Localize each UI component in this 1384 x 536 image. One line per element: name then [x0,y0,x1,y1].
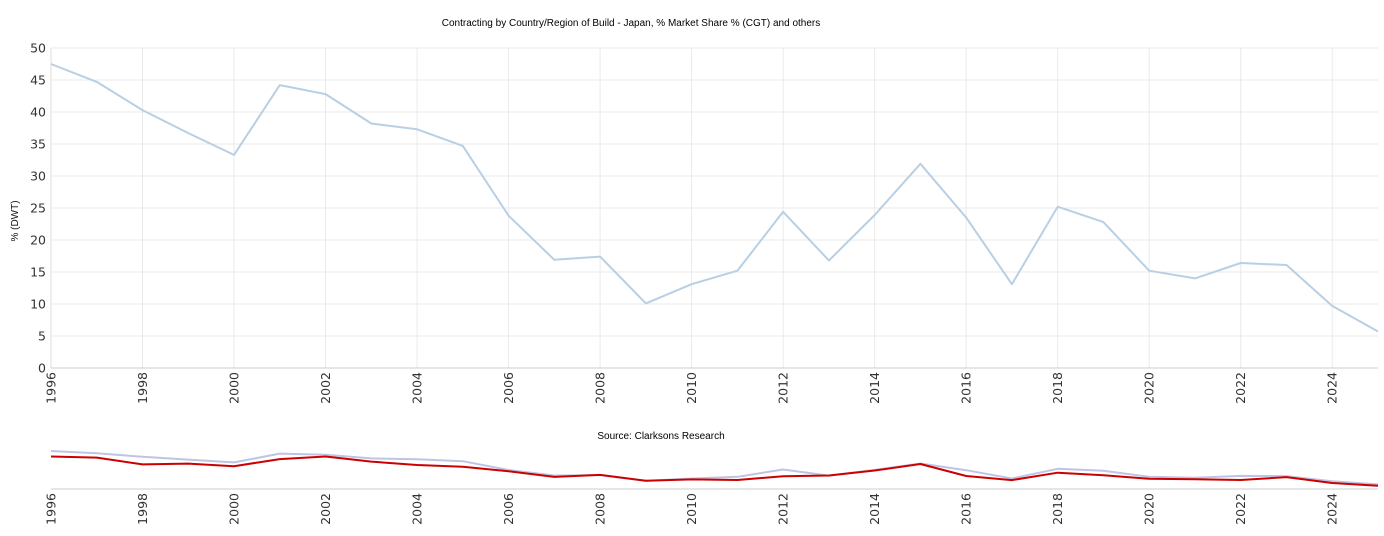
main-plot-area[interactable] [50,63,1379,333]
navigator-tick-label: 2006 [501,493,516,525]
navigator-tick-label: 2024 [1325,493,1340,525]
navigator-tick-label: 2018 [1050,493,1065,525]
source-note: Source: Clarksons Research [597,431,724,442]
x-tick-label: 2010 [684,372,699,404]
y-tick-label: 35 [30,137,46,152]
x-tick-label: 2004 [410,372,425,404]
y-tick-label: 30 [30,169,46,184]
x-tick-label: 2012 [776,372,791,404]
x-tick-label: 2008 [593,372,608,404]
navigator-series-line [50,450,1379,486]
x-tick-label: 2000 [227,372,242,404]
main-gridlines [50,47,1378,369]
navigator-tick-label: 2004 [410,493,425,525]
navigator-tick-label: 2014 [867,493,882,525]
x-tick-label: 2024 [1325,372,1340,404]
y-axis-label: % (DWT) [10,200,21,241]
x-tick-label: 2006 [501,372,516,404]
navigator-tick-label: 2002 [318,493,333,525]
x-tick-label: 2020 [1142,372,1157,404]
x-tick-label: 2018 [1050,372,1065,404]
x-tick-label: 1998 [135,372,150,404]
navigator-tick-label: 2010 [684,493,699,525]
x-tick-label: 2022 [1233,372,1248,404]
y-tick-label: 15 [30,265,46,280]
navigator[interactable] [50,450,1379,487]
navigator-tick-label: 2008 [593,493,608,525]
navigator-tick-label: 1996 [44,493,59,525]
y-tick-label: 45 [30,73,46,88]
x-tick-label: 1996 [44,372,59,404]
series-line [50,63,1379,333]
y-tick-label: 40 [30,105,46,120]
x-tick-label: 2014 [867,372,882,404]
navigator-series-line-red [50,455,1379,487]
navigator-tick-label: 2012 [776,493,791,525]
x-tick-label: 2002 [318,372,333,404]
navigator-tick-label: 2000 [227,493,242,525]
x-tick-labels: 1996 1998 2000 2002 2004 2006 2008 2010 2012 2014… [44,372,1340,404]
y-tick-labels: 0 5 10 15 20 25 30 35 40 45 50 [30,41,46,376]
y-tick-label: 50 [30,41,46,56]
navigator-tick-labels: 1996 1998 2000 2002 2004 2006 2008 2010 2012 2014… [44,493,1340,525]
x-tick-label: 2016 [959,372,974,404]
y-tick-label: 5 [38,329,46,344]
chart-title: Contracting by Country/Region of Build -… [442,18,821,29]
navigator-tick-label: 2016 [959,493,974,525]
y-tick-label: 0 [38,361,46,376]
navigator-tick-label: 1998 [135,493,150,525]
y-tick-label: 10 [30,297,46,312]
y-tick-label: 20 [30,233,46,248]
navigator-tick-label: 2020 [1142,493,1157,525]
y-tick-label: 25 [30,201,46,216]
navigator-tick-label: 2022 [1233,493,1248,525]
